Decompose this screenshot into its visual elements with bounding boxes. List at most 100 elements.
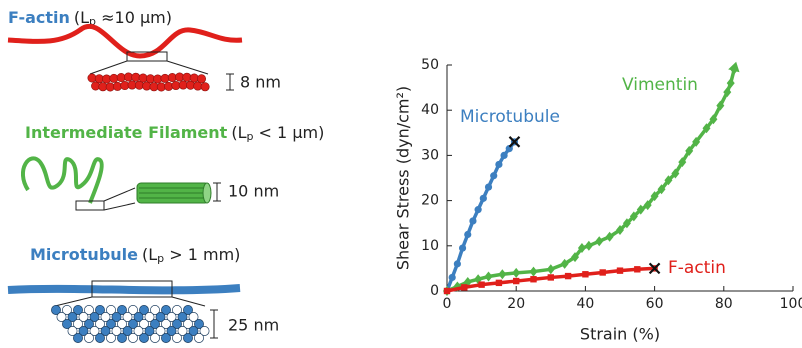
end-cross — [648, 262, 661, 275]
x-tick-label: 60 — [646, 296, 664, 312]
data-point — [622, 218, 631, 229]
zoom-line — [103, 187, 136, 202]
tubulin — [117, 305, 127, 315]
scale-bar — [213, 182, 221, 202]
tubulin — [67, 326, 78, 336]
tubulin — [100, 312, 111, 322]
x-tick-label: 40 — [576, 296, 594, 312]
data-point — [723, 87, 732, 98]
x-tick-label: 20 — [507, 296, 525, 312]
data-point — [479, 194, 487, 202]
tubulin — [161, 305, 171, 315]
x-tick-label: 80 — [715, 296, 733, 312]
data-point — [443, 287, 451, 295]
data-point — [560, 258, 569, 269]
mt-heading: Microtubule (Lp > 1 mm) — [30, 245, 240, 266]
f-actin-filament — [7, 24, 243, 59]
scale-label: 10 nm — [228, 182, 279, 201]
data-point — [490, 172, 498, 180]
tubulin — [73, 305, 83, 315]
tubulin — [56, 312, 67, 322]
tubulin — [106, 333, 116, 343]
tubulin — [128, 305, 138, 315]
zoom-line — [171, 296, 206, 307]
tubulin — [106, 319, 116, 329]
tubulin — [172, 319, 182, 329]
data-point — [685, 145, 694, 156]
data-point — [582, 271, 589, 278]
data-point — [448, 273, 456, 282]
data-point — [709, 114, 718, 125]
tubulin — [67, 312, 78, 322]
data-point — [664, 175, 673, 186]
data-point — [458, 244, 467, 252]
f-actin-heading: F-actin (Lp ≈10 μm) — [8, 8, 172, 29]
scale-label: 8 nm — [240, 73, 281, 92]
data-point — [461, 284, 468, 291]
tubulin — [194, 333, 204, 343]
chart: 0 20 40 60 80 100 0 10 20 30 40 50 Strain (%) Shear S… — [394, 57, 802, 344]
tubulin — [122, 312, 133, 322]
data-point — [505, 145, 513, 153]
tubulin — [166, 312, 177, 322]
tubulin — [166, 326, 177, 336]
zoom-line — [54, 296, 93, 307]
actin-beads — [87, 72, 210, 92]
tubulin — [150, 305, 160, 315]
tubulin — [183, 319, 193, 329]
data-point — [453, 260, 461, 268]
tubulin — [155, 326, 166, 336]
tubulin — [128, 319, 138, 329]
data-point — [484, 271, 493, 282]
data-point — [498, 269, 507, 280]
tubulin — [161, 333, 171, 343]
tubulin — [172, 333, 182, 343]
x-tick-label: 100 — [780, 296, 802, 312]
data-point — [546, 264, 555, 275]
tubulin — [188, 326, 199, 336]
tubulin — [78, 326, 89, 336]
data-point — [657, 184, 666, 195]
series-label: Vimentin — [622, 75, 698, 95]
scale-bar — [210, 309, 218, 339]
tubulin — [150, 333, 160, 343]
cylinder-end — [202, 182, 212, 204]
data-point — [702, 123, 711, 134]
tubulin — [73, 319, 83, 329]
tubulin — [150, 319, 160, 329]
tubulin — [117, 319, 127, 329]
tubulin — [106, 305, 116, 315]
tubulin — [177, 312, 188, 322]
mt-lattice — [51, 305, 210, 343]
tubulin — [144, 312, 155, 322]
zoom-line — [89, 60, 128, 75]
tubulin — [144, 326, 155, 336]
tubulin — [78, 312, 89, 322]
tubulin — [139, 305, 149, 315]
tubulin — [194, 319, 204, 329]
data-point — [616, 224, 624, 235]
tubulin — [89, 312, 100, 322]
tubulin — [95, 305, 105, 315]
y-axis-label: Shear Stress (dyn/cm²) — [394, 86, 413, 270]
tubulin — [84, 305, 94, 315]
series-line — [445, 140, 516, 292]
tubulin — [188, 312, 199, 322]
data-point — [716, 100, 725, 111]
data-point — [616, 267, 624, 274]
y-tick-label: 30 — [421, 147, 439, 163]
cylinder-strands — [139, 187, 207, 199]
tubulin — [111, 312, 122, 322]
data-point — [571, 252, 580, 263]
tubulin — [139, 333, 149, 343]
data-point — [678, 157, 687, 168]
data-point — [599, 269, 606, 276]
tubulin — [183, 305, 193, 315]
tubulin — [128, 333, 138, 343]
tubulin — [133, 326, 144, 336]
tubulin — [73, 333, 83, 343]
tubulin — [117, 333, 127, 343]
data-point — [530, 276, 537, 283]
data-point — [671, 168, 680, 179]
